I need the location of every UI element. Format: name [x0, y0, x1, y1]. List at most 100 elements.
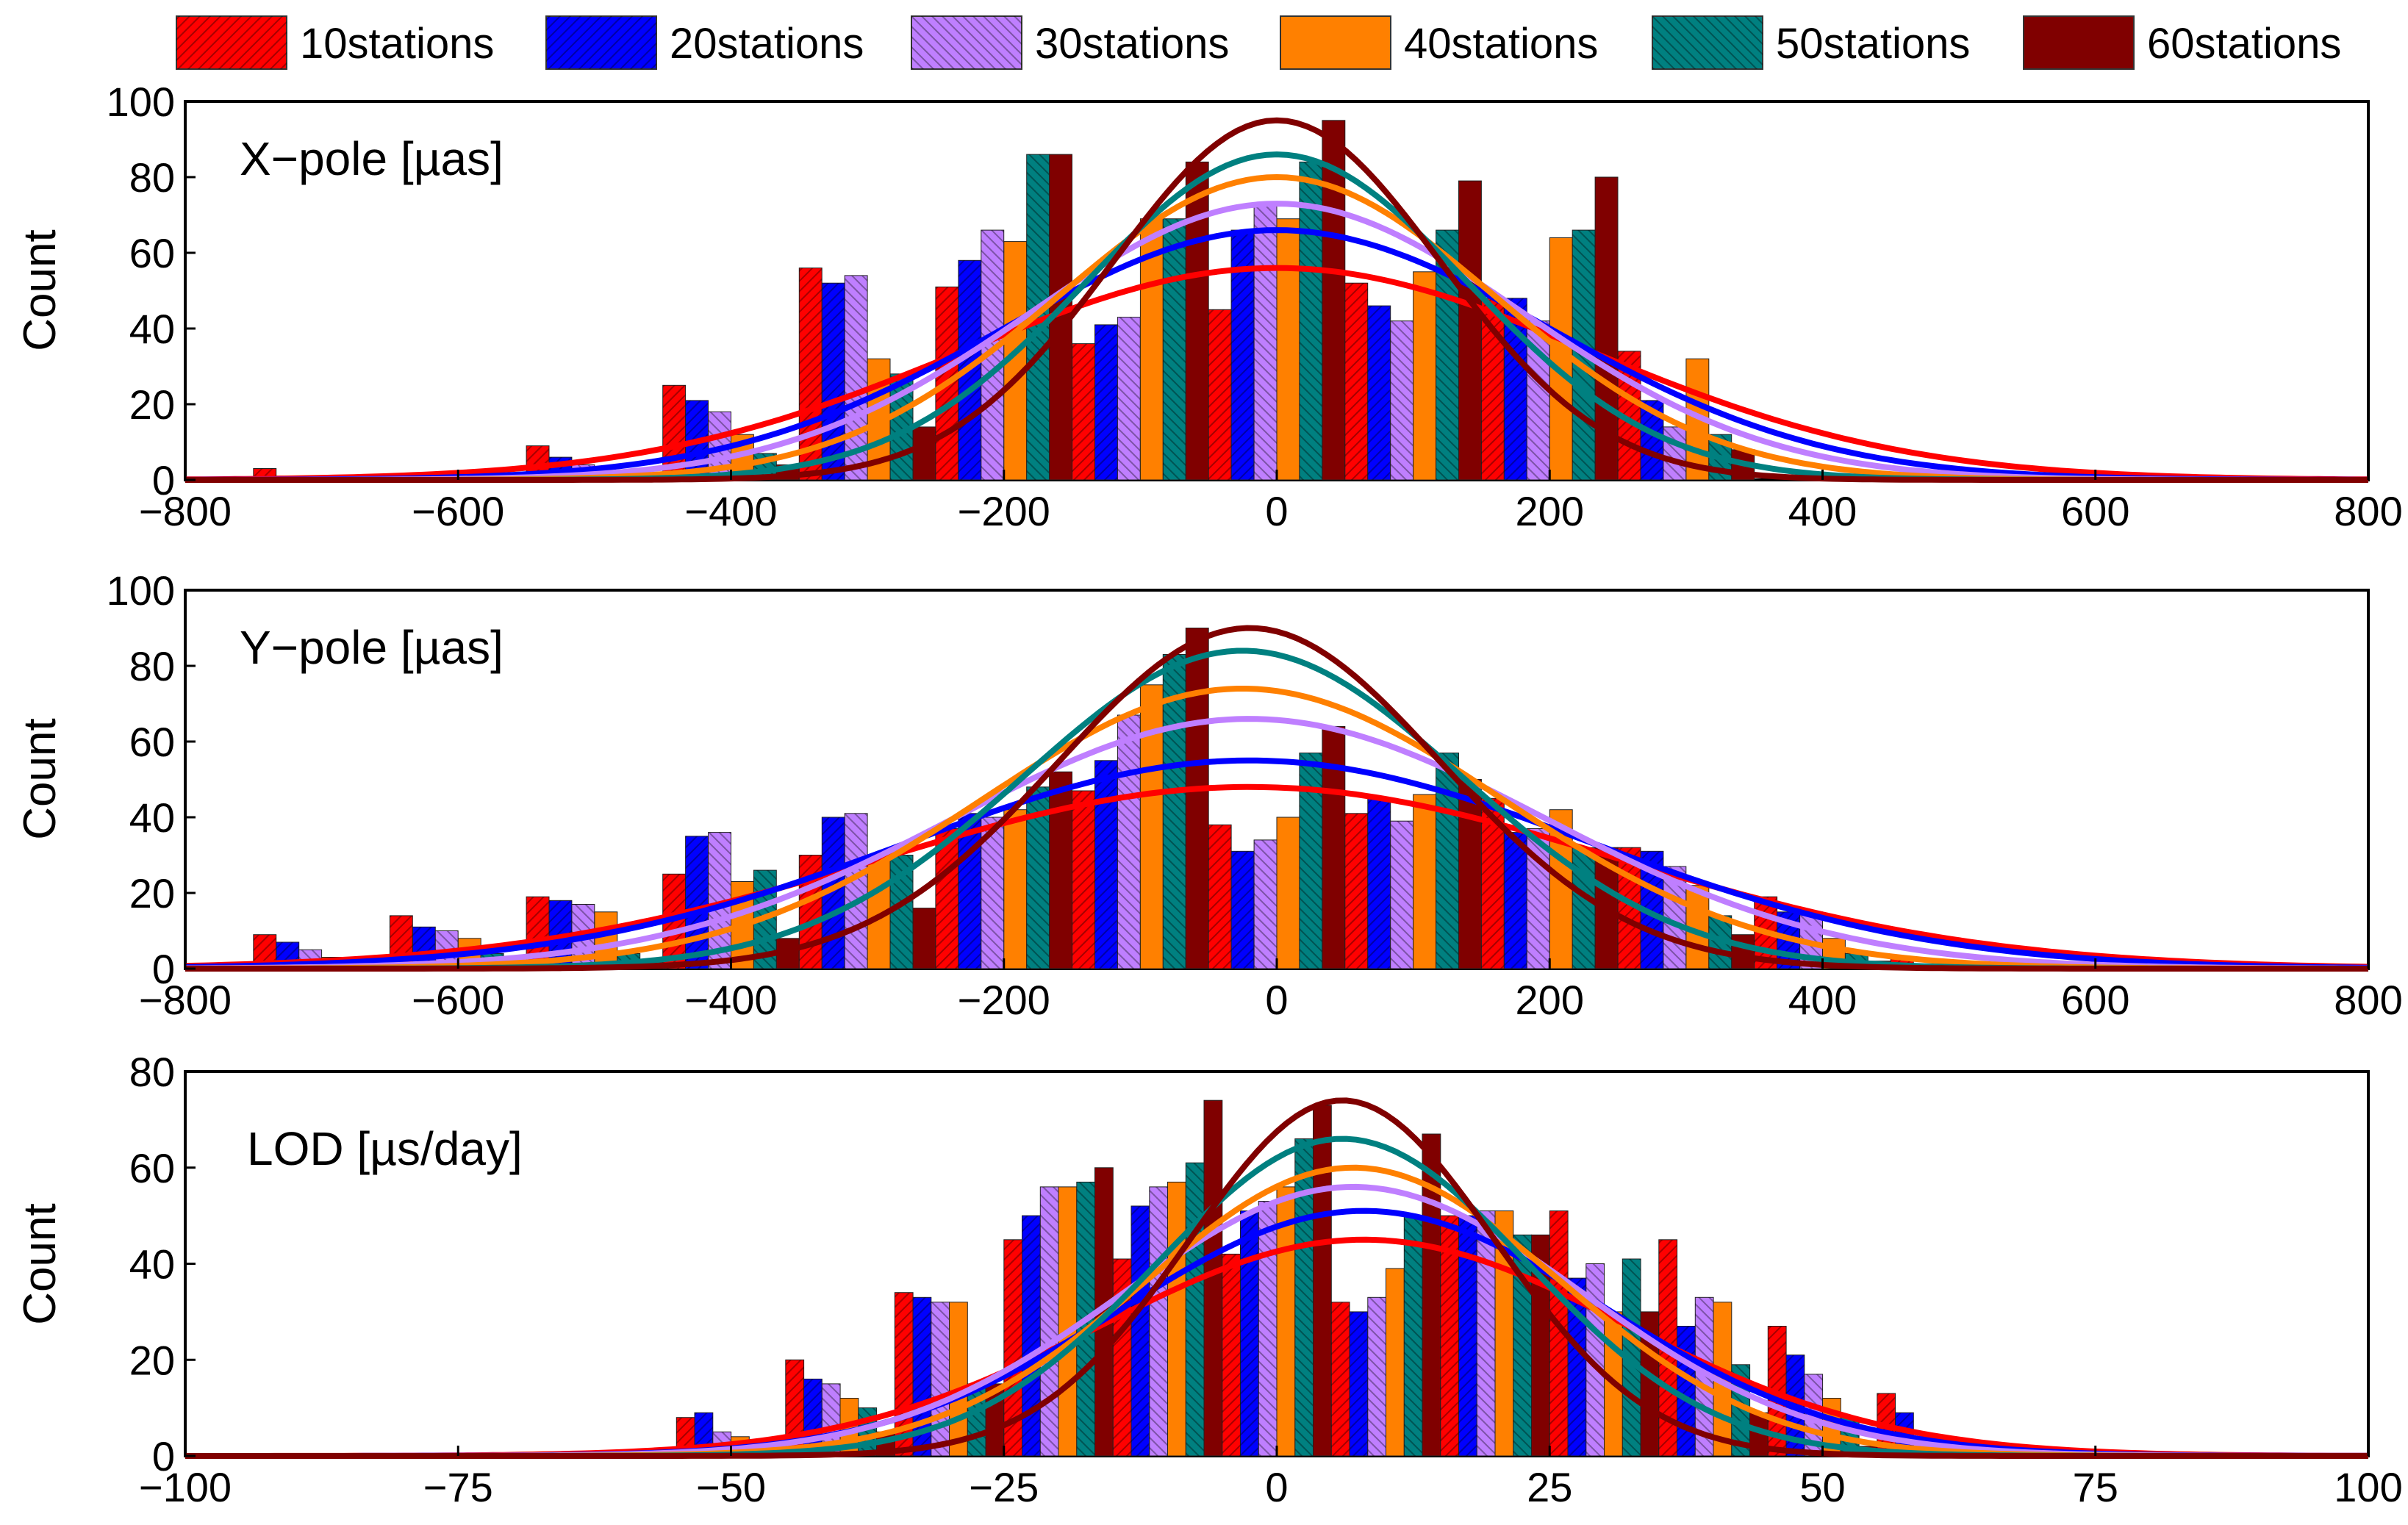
x-tick-label: −600 [412, 977, 504, 1023]
fit-curve-20stations [185, 227, 2368, 483]
bar-hatch [1149, 1186, 1168, 1456]
bar-hatch [1231, 851, 1254, 969]
y-axis-title: Count [15, 1203, 65, 1324]
x-tick-label: 600 [2061, 977, 2129, 1023]
bar-hatch [1344, 283, 1368, 480]
x-tick-label: 400 [1788, 977, 1857, 1023]
y-tick-label: 0 [152, 946, 175, 992]
y-tick-label: 20 [129, 870, 175, 916]
bar-40stations [1167, 1181, 1186, 1457]
y-tick-label: 80 [129, 643, 175, 689]
legend-swatch-60stations [2023, 15, 2135, 70]
bar-60stations [1458, 779, 1482, 969]
y-tick-label: 20 [129, 381, 175, 428]
bar-hatch [1344, 813, 1368, 969]
x-tick-label: 0 [1265, 488, 1288, 534]
bar-hatch [1208, 825, 1232, 969]
legend-label-60stations: 60stations [2147, 20, 2341, 68]
y-tick-label: 80 [129, 154, 175, 201]
x-tick-label: 400 [1788, 488, 1857, 534]
panel-label: Y−pole [µas] [240, 621, 504, 674]
bar-hatch [1367, 306, 1391, 480]
y-tick-label: 40 [129, 794, 175, 841]
legend: 10stations 20stations 30stations 40stations… [176, 15, 2341, 70]
legend-label-50stations: 50stations [1776, 20, 1970, 68]
y-tick-label: 40 [129, 306, 175, 352]
bar-hatch [1404, 1216, 1423, 1456]
x-tick-label: 100 [2334, 1464, 2402, 1510]
panel-label: LOD [µs/day] [247, 1122, 523, 1175]
bar-40stations [1003, 809, 1028, 969]
y-tick-label: 0 [152, 457, 175, 503]
x-tick-label: 200 [1516, 488, 1584, 534]
legend-label-40stations: 40stations [1404, 20, 1598, 68]
x-tick-label: 800 [2334, 977, 2402, 1023]
bar-60stations [1458, 180, 1482, 481]
x-tick-label: −100 [139, 1464, 232, 1510]
bar-hatch [1117, 715, 1141, 969]
legend-swatch-hatch [546, 16, 656, 69]
x-tick-label: 800 [2334, 488, 2402, 534]
bar-60stations [912, 426, 936, 481]
bar-40stations [1058, 1186, 1078, 1457]
bar-hatch [1436, 753, 1459, 969]
legend-label-10stations: 10stations [300, 20, 494, 68]
bar-hatch [1294, 1138, 1314, 1456]
x-tick-label: −50 [696, 1464, 766, 1510]
panel-ypole: −800 −600 −400 −200 0 200 400 600 800 0 20 40 60 80 10… [15, 567, 2403, 1023]
y-tick-label: 100 [107, 567, 175, 614]
bar-60stations [912, 908, 936, 969]
panel-lod: −100 −75 −50 −25 0 25 50 75 100 0 20 40 60 80 LOD [µs… [15, 1049, 2403, 1510]
x-tick-label: −400 [684, 488, 777, 534]
bar-hatch [1131, 1206, 1150, 1456]
tick-group: −100 −75 −50 −25 0 25 50 75 100 0 20 40 60 80 [129, 1049, 2403, 1510]
x-tick-label: 50 [1799, 1464, 1845, 1510]
x-tick-label: −400 [684, 977, 777, 1023]
bar-hatch [931, 1302, 950, 1456]
bar-60stations [1731, 934, 1755, 969]
bar-hatch [1390, 821, 1413, 969]
x-tick-label: −25 [969, 1464, 1039, 1510]
y-tick-label: 80 [129, 1049, 175, 1095]
fit-curve-30stations [185, 716, 2369, 972]
bar-hatch [935, 828, 958, 969]
bar-40stations [1413, 271, 1436, 481]
bar-hatch [1331, 1302, 1350, 1456]
x-tick-label: 600 [2061, 488, 2129, 534]
legend-swatch-40stations [1280, 15, 1391, 70]
fit-curve-group [184, 625, 2369, 972]
bar-40stations [1386, 1268, 1405, 1457]
y-tick-label: 20 [129, 1337, 175, 1383]
bar-hatch [958, 813, 981, 969]
legend-swatch-hatch [911, 16, 1022, 69]
y-axis-title: Count [15, 718, 65, 839]
x-tick-label: 25 [1527, 1464, 1572, 1510]
bar-hatch [1117, 317, 1141, 480]
bar-60stations [1049, 771, 1072, 969]
bar-hatch [1440, 1216, 1459, 1456]
x-tick-label: −600 [412, 488, 504, 534]
bar-hatch [1504, 832, 1527, 969]
bar-60stations [1185, 161, 1209, 481]
x-tick-label: 0 [1265, 1464, 1288, 1510]
panel-label: X−pole [µas] [240, 132, 504, 185]
bar-hatch [1367, 1297, 1386, 1456]
bar-hatch [1477, 1210, 1496, 1456]
bar-hatch [981, 817, 1004, 969]
y-tick-label: 60 [129, 719, 175, 765]
bar-hatch [1208, 309, 1232, 481]
bar-40stations [1276, 1186, 1296, 1457]
panel-xpole: −800 −600 −400 −200 0 200 400 600 800 0 20 40 60 80 10… [15, 79, 2403, 534]
tick-group: −800 −600 −400 −200 0 200 400 600 800 0 20 40 60 80 10… [107, 79, 2403, 534]
bar-40stations [1413, 794, 1436, 969]
bar-hatch [1367, 798, 1391, 969]
y-tick-label: 100 [107, 79, 175, 125]
bar-hatch [1390, 320, 1413, 480]
bar-hatch [1350, 1311, 1368, 1456]
x-tick-label: −200 [958, 488, 1050, 534]
bar-hatch [845, 813, 868, 969]
y-axis-title: Count [15, 229, 65, 351]
y-tick-label: 60 [129, 230, 175, 276]
fit-curve-10stations [184, 783, 2369, 970]
fit-curve-group [185, 1097, 2368, 1459]
